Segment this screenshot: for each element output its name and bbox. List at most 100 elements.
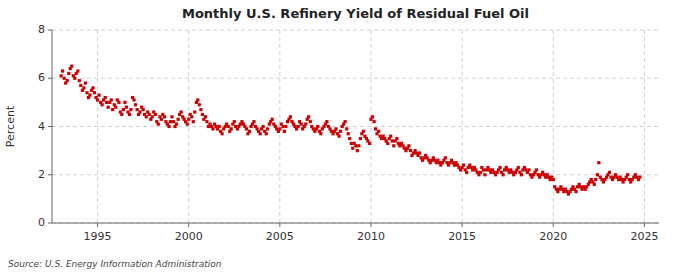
grid bbox=[52, 30, 659, 223]
data-point bbox=[248, 130, 251, 133]
data-point bbox=[154, 113, 157, 116]
data-point bbox=[271, 118, 274, 121]
data-point bbox=[281, 125, 284, 128]
data-point bbox=[289, 115, 292, 118]
data-point bbox=[85, 91, 88, 94]
data-point bbox=[319, 132, 322, 135]
data-point bbox=[309, 120, 312, 123]
data-point bbox=[70, 65, 73, 68]
data-point bbox=[574, 190, 577, 193]
x-tick-label: 2015 bbox=[448, 230, 476, 243]
data-point bbox=[73, 77, 76, 80]
data-point bbox=[227, 125, 230, 128]
data-point bbox=[345, 127, 348, 130]
data-point bbox=[502, 173, 505, 176]
data-point bbox=[120, 113, 123, 116]
source-note: Source: U.S. Energy Information Administ… bbox=[8, 259, 222, 269]
data-point bbox=[167, 125, 170, 128]
chart-title: Monthly U.S. Refinery Yield of Residual … bbox=[182, 6, 529, 21]
data-point bbox=[356, 149, 359, 152]
data-point bbox=[374, 127, 377, 130]
data-point bbox=[142, 108, 145, 111]
data-point bbox=[190, 115, 193, 118]
x-tick bbox=[553, 223, 554, 227]
data-point bbox=[186, 122, 189, 125]
data-point bbox=[337, 135, 340, 138]
data-point bbox=[148, 113, 151, 116]
x-tick-label: 1995 bbox=[84, 230, 112, 243]
x-tick bbox=[188, 223, 189, 227]
data-point bbox=[96, 98, 99, 101]
data-point bbox=[334, 127, 337, 130]
data-point bbox=[462, 164, 465, 167]
data-point bbox=[386, 142, 389, 145]
data-point bbox=[395, 137, 398, 140]
data-point bbox=[362, 130, 365, 133]
data-point bbox=[259, 132, 262, 135]
data-point bbox=[325, 120, 328, 123]
data-point bbox=[316, 125, 319, 128]
y-tick bbox=[48, 223, 52, 224]
data-point bbox=[179, 110, 182, 113]
data-point bbox=[359, 137, 362, 140]
data-point bbox=[218, 125, 221, 128]
data-point bbox=[93, 91, 96, 94]
data-point bbox=[107, 106, 110, 109]
data-point bbox=[111, 108, 114, 111]
data-point bbox=[138, 110, 141, 113]
x-tick-label: 2025 bbox=[630, 230, 658, 243]
data-point bbox=[79, 84, 82, 87]
x-grid-line bbox=[462, 30, 463, 223]
x-tick-label: 2000 bbox=[175, 230, 203, 243]
data-point bbox=[347, 132, 350, 135]
data-point bbox=[117, 101, 120, 104]
data-point bbox=[123, 101, 126, 104]
data-point bbox=[110, 98, 113, 101]
x-grid-line bbox=[97, 30, 98, 223]
data-point bbox=[157, 122, 160, 125]
data-point bbox=[104, 96, 107, 99]
data-point bbox=[357, 144, 360, 147]
data-point bbox=[187, 118, 190, 121]
y-tick bbox=[48, 126, 52, 127]
data-point bbox=[296, 125, 299, 128]
y-tick-label: 0 bbox=[38, 216, 45, 229]
data-point bbox=[245, 127, 248, 130]
data-point bbox=[177, 118, 180, 121]
data-point bbox=[78, 79, 81, 82]
data-point bbox=[122, 108, 125, 111]
data-point bbox=[465, 171, 468, 174]
x-tick bbox=[462, 223, 463, 227]
data-point bbox=[261, 125, 264, 128]
data-point bbox=[128, 113, 131, 116]
x-grid-line bbox=[644, 30, 645, 223]
y-grid-line bbox=[52, 30, 659, 31]
data-point bbox=[193, 110, 196, 113]
data-point bbox=[151, 115, 154, 118]
data-point bbox=[444, 156, 447, 159]
x-tick bbox=[370, 223, 371, 227]
data-point bbox=[265, 132, 268, 135]
data-point bbox=[535, 168, 538, 171]
x-tick bbox=[97, 223, 98, 227]
data-point bbox=[230, 127, 233, 130]
x-grid-line bbox=[553, 30, 554, 223]
x-tick-label: 2020 bbox=[539, 230, 567, 243]
data-point bbox=[136, 108, 139, 111]
data-point bbox=[391, 139, 394, 142]
y-tick-label: 6 bbox=[38, 71, 45, 84]
data-point bbox=[597, 161, 600, 164]
data-point bbox=[82, 86, 85, 89]
data-point bbox=[389, 135, 392, 138]
data-point bbox=[125, 106, 128, 109]
x-axis-line bbox=[52, 223, 659, 224]
data-point bbox=[527, 168, 530, 171]
y-grid-line bbox=[52, 223, 659, 224]
data-point bbox=[409, 149, 412, 152]
data-point bbox=[201, 113, 204, 116]
data-point bbox=[372, 120, 375, 123]
data-point bbox=[304, 122, 307, 125]
data-point bbox=[300, 122, 303, 125]
data-point bbox=[482, 168, 485, 171]
data-point bbox=[596, 173, 599, 176]
